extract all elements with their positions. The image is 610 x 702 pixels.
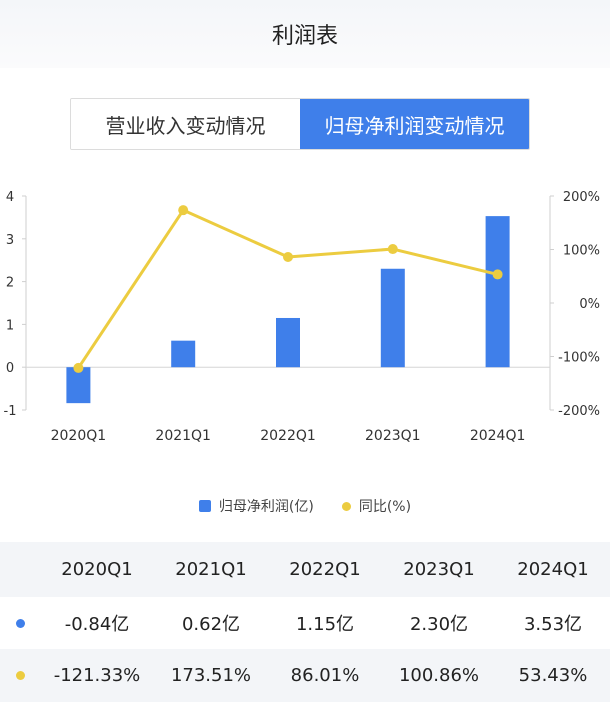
bar-2021Q1 — [171, 340, 196, 368]
tab-revenue-change[interactable]: 营业收入变动情况 — [71, 99, 300, 149]
table-cell: 53.43% — [518, 665, 588, 686]
page-title: 利润表 — [271, 24, 338, 49]
left-axis-tick-label: 1 — [6, 318, 14, 333]
x-axis-label: 2022Q1 — [260, 428, 316, 444]
yoy-point-2022Q1 — [283, 251, 293, 262]
tab-group: 营业收入变动情况 归母净利润变动情况 — [70, 98, 530, 150]
table-header-row: 2020Q1 2021Q1 2022Q1 2023Q1 2024Q1 — [0, 542, 610, 597]
legend-dot-swatch — [341, 501, 351, 511]
table-header-cell: 2023Q1 — [403, 559, 475, 580]
legend-label-yoy: 同比(%) — [358, 499, 412, 515]
table-cell: 2.30亿 — [409, 614, 469, 635]
left-axis-tick-label: 2 — [6, 276, 14, 291]
table-cell: 3.53亿 — [523, 614, 583, 635]
bar-2020Q1 — [66, 367, 91, 404]
left-axis-tick-label: 4 — [6, 190, 14, 205]
right-axis-tick-label: -100% — [558, 351, 600, 366]
table-cell: 0.62亿 — [181, 614, 241, 635]
bar-2022Q1 — [276, 317, 300, 368]
left-axis-tick-label: -1 — [4, 404, 17, 419]
table-cell: 1.15亿 — [295, 614, 355, 635]
legend-bar-swatch — [198, 500, 211, 512]
x-axis-label: 2024Q1 — [470, 428, 526, 444]
data-table: 2020Q1 2021Q1 2022Q1 2023Q1 2024Q1 -0.84… — [0, 542, 610, 702]
yoy-row-key — [0, 671, 40, 680]
legend-item-yoy[interactable]: 同比(%) — [341, 496, 412, 516]
chart-legend: 归母净利润(亿) 同比(%) — [0, 494, 610, 518]
table-cell: 173.51% — [170, 665, 252, 686]
table-cell: 86.01% — [290, 665, 360, 686]
legend-label-profit: 归母净利润(亿) — [218, 499, 314, 515]
table-header-cell: 2022Q1 — [289, 559, 361, 580]
table-cell: -121.33% — [53, 665, 141, 686]
yoy-point-2021Q1 — [178, 205, 189, 216]
title-bar: 利润表 — [0, 0, 610, 68]
x-axis-label: 2020Q1 — [51, 428, 107, 444]
x-axis-label: 2023Q1 — [365, 428, 421, 444]
yellow-dot-icon — [15, 671, 25, 680]
table-row-yoy: -121.33% 173.51% 86.01% 100.86% 53.43% — [0, 649, 610, 702]
bar-2024Q1 — [485, 216, 510, 368]
yoy-point-2020Q1 — [73, 362, 84, 373]
right-axis-tick-label: 0% — [579, 297, 600, 312]
right-axis-tick-label: 200% — [563, 190, 600, 205]
right-axis-tick-label: 100% — [563, 244, 600, 259]
table-cell: -0.84亿 — [64, 614, 130, 635]
blue-dot-icon — [15, 618, 25, 628]
profit-chart: 4 3 2 1 0 -1 200% 100% 0% -100% -200% 2020Q1 2021Q1 2… — [4, 190, 600, 444]
profit-row-key — [0, 618, 40, 628]
left-axis-tick-label: 3 — [6, 233, 14, 248]
right-axis-tick-label: -200% — [558, 404, 600, 419]
table-header-cell: 2020Q1 — [61, 559, 133, 580]
table-row-profit: -0.84亿 0.62亿 1.15亿 2.30亿 3.53亿 — [0, 597, 610, 649]
left-axis-tick-label: 0 — [6, 361, 14, 376]
table-header-cell: 2021Q1 — [175, 559, 247, 580]
table-header-cell: 2024Q1 — [517, 559, 589, 580]
table-cell: 100.86% — [398, 665, 480, 686]
legend-item-profit[interactable]: 归母净利润(亿) — [198, 496, 314, 516]
bar-2023Q1 — [380, 268, 405, 368]
tab-net-profit-change[interactable]: 归母净利润变动情况 — [300, 99, 529, 149]
yoy-point-2023Q1 — [387, 244, 398, 255]
yoy-point-2024Q1 — [492, 269, 503, 280]
x-axis-label: 2021Q1 — [155, 428, 211, 444]
